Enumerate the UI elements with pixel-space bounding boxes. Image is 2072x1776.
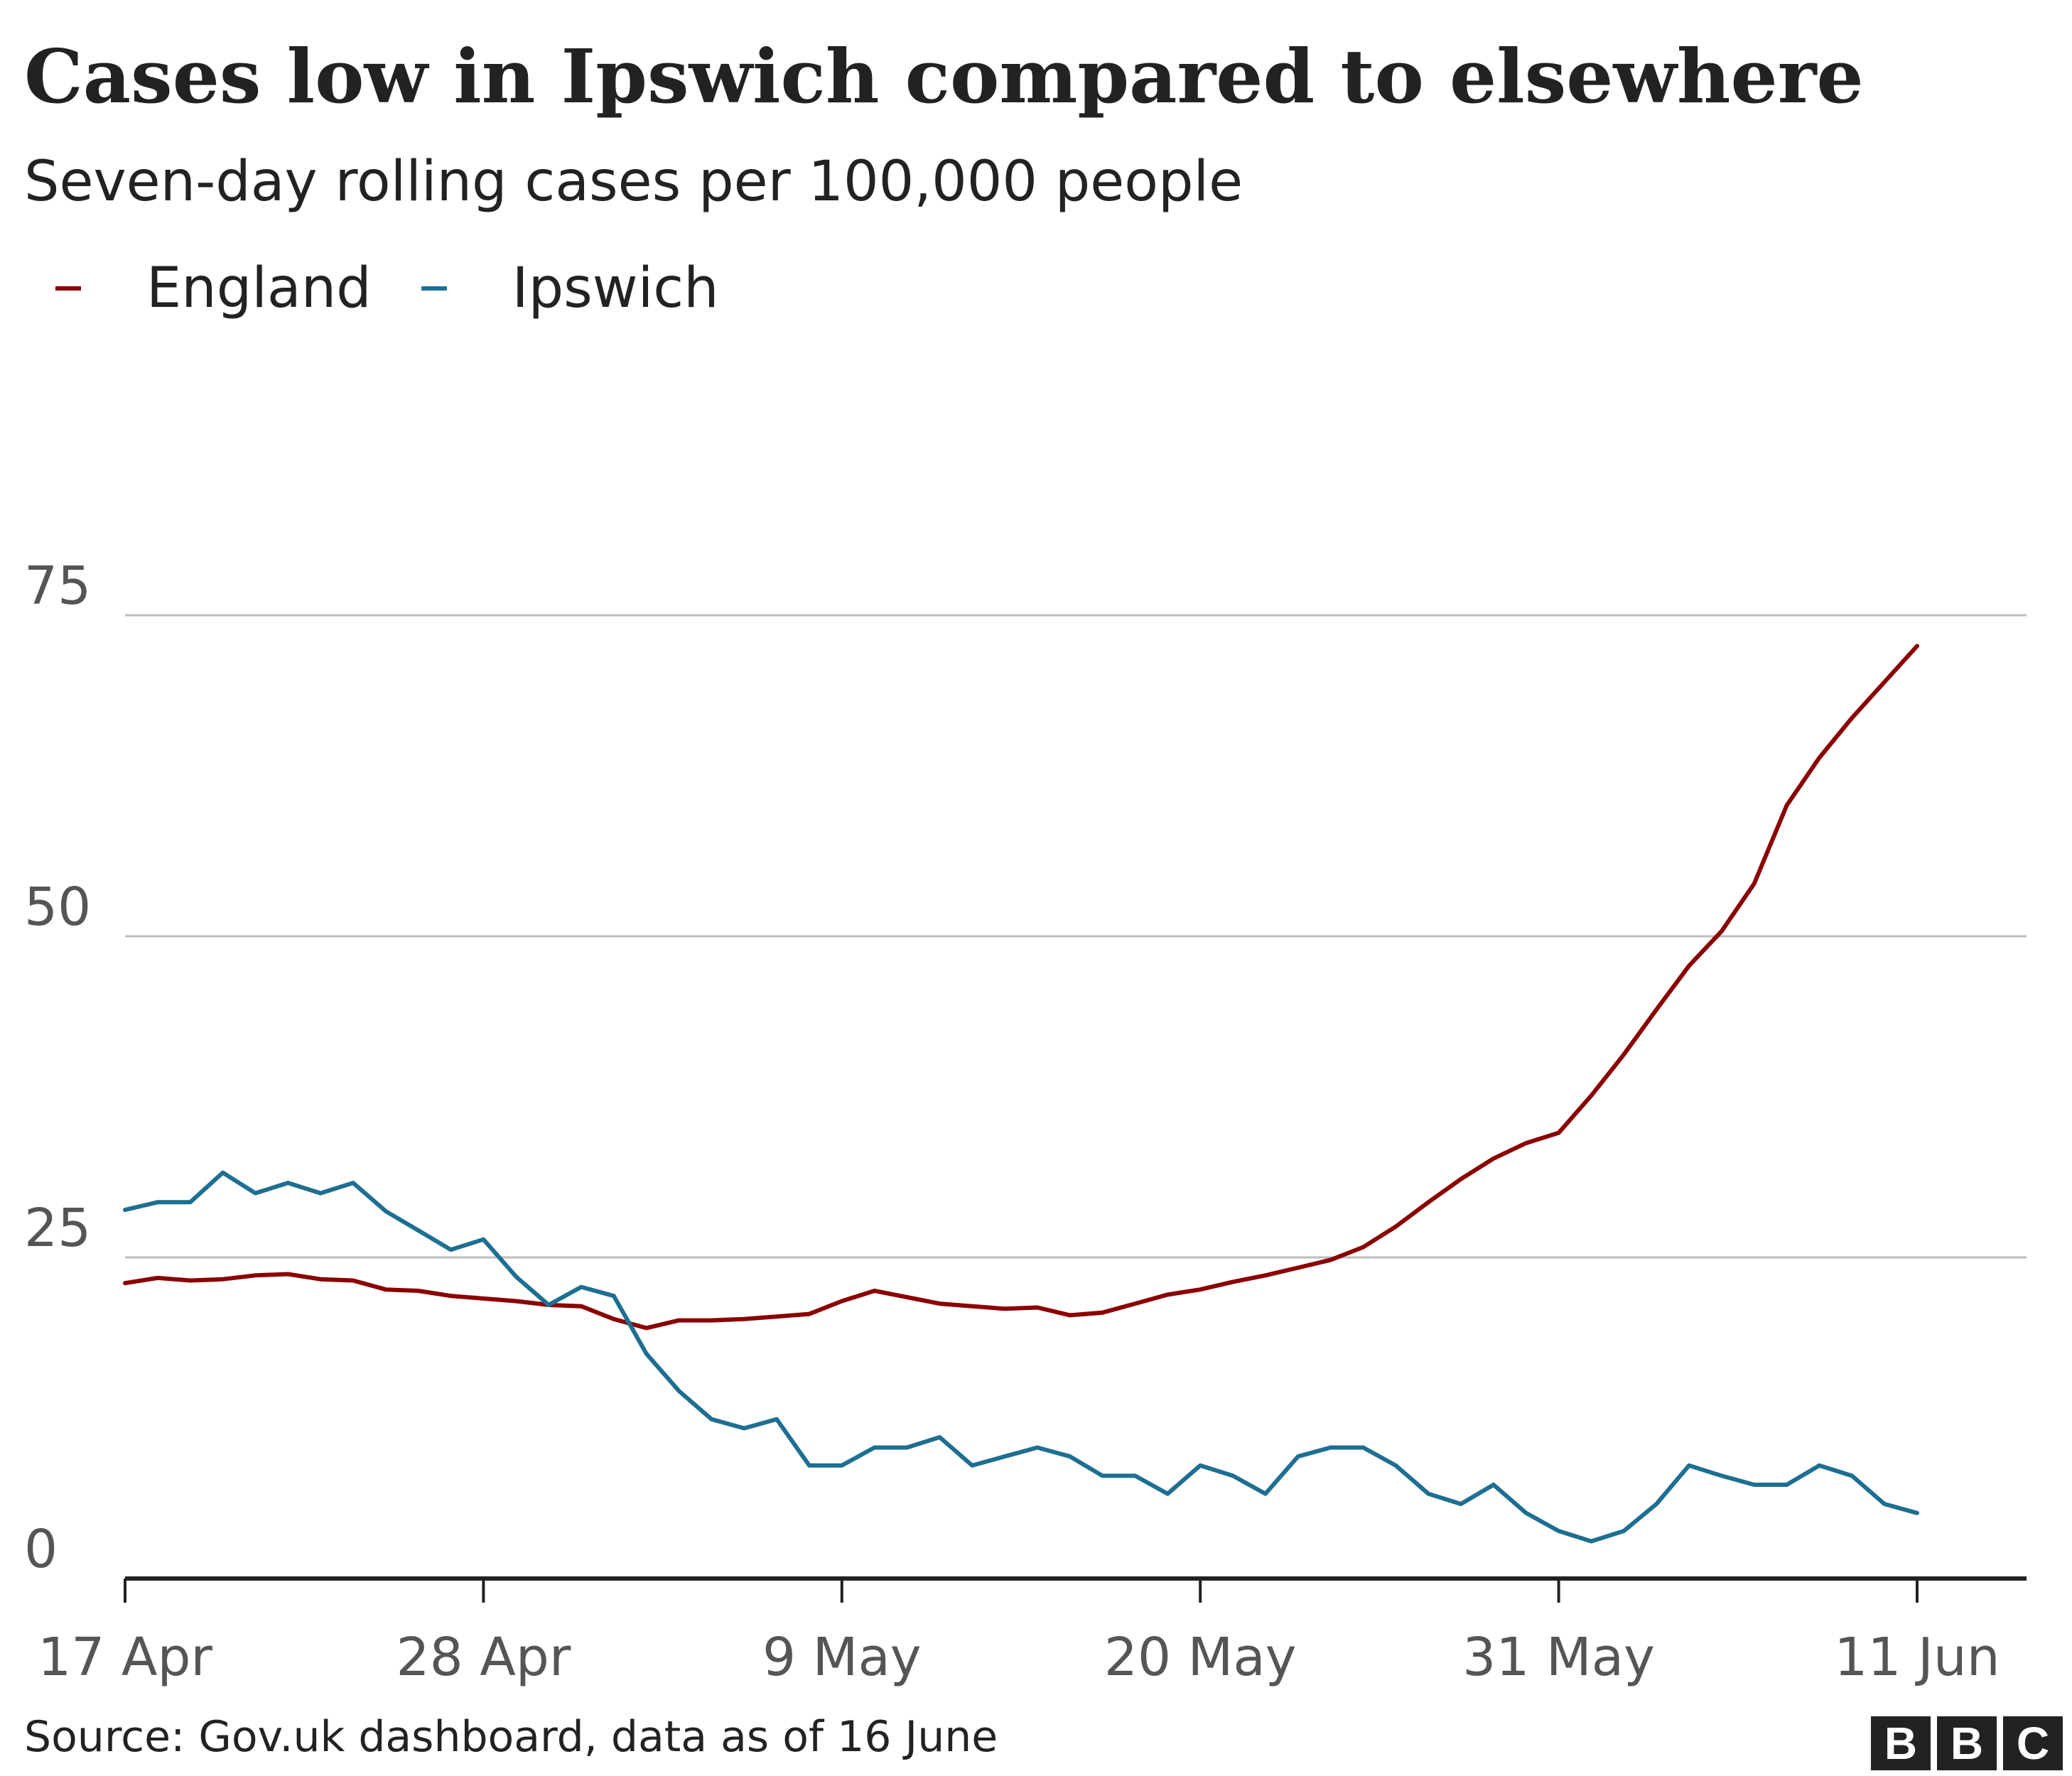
series-line-england	[123, 644, 1919, 1331]
legend-swatch-ipswich	[421, 286, 447, 291]
y-tick-label-50: 50	[24, 877, 91, 938]
x-tick-label-4: 31 May	[1462, 1627, 1655, 1688]
bbc-logo: B B C	[1865, 1716, 2063, 1770]
legend-label-england: England	[146, 256, 372, 320]
x-tick-label-3: 20 May	[1104, 1627, 1297, 1688]
y-tick-label-0: 0	[24, 1519, 58, 1580]
series-line-ipswich	[123, 1170, 1919, 1544]
legend-swatch-england	[55, 286, 81, 291]
legend: England Ipswich	[55, 253, 769, 324]
chart-subtitle: Seven-day rolling cases per 100,000 peop…	[24, 150, 1243, 214]
bbc-logo-letter-3: C	[2003, 1716, 2063, 1770]
x-tick-label-0: 17 Apr	[38, 1627, 212, 1688]
legend-item-england: England	[55, 256, 372, 320]
x-tick-label-1: 28 Apr	[396, 1627, 571, 1688]
source-note: Source: Gov.uk dashboard, data as of 16 …	[24, 1712, 998, 1762]
y-tick-label-75: 75	[24, 556, 91, 617]
legend-item-ipswich: Ipswich	[421, 256, 719, 320]
legend-label-ipswich: Ipswich	[512, 256, 719, 320]
x-tick-label-5: 11 Jun	[1834, 1627, 2000, 1688]
bbc-logo-letter-2: B	[1937, 1716, 1997, 1770]
y-tick-label-25: 25	[24, 1198, 91, 1259]
x-tick-label-2: 9 May	[762, 1627, 922, 1688]
line-chart: 0 25 50 75 17 Apr 28 Apr 9 May 20 May 31 May 11 J…	[24, 556, 2027, 1688]
chart-title: Cases low in Ipswich compared to elsewhe…	[24, 33, 1864, 120]
bbc-logo-letter-1: B	[1871, 1716, 1931, 1770]
